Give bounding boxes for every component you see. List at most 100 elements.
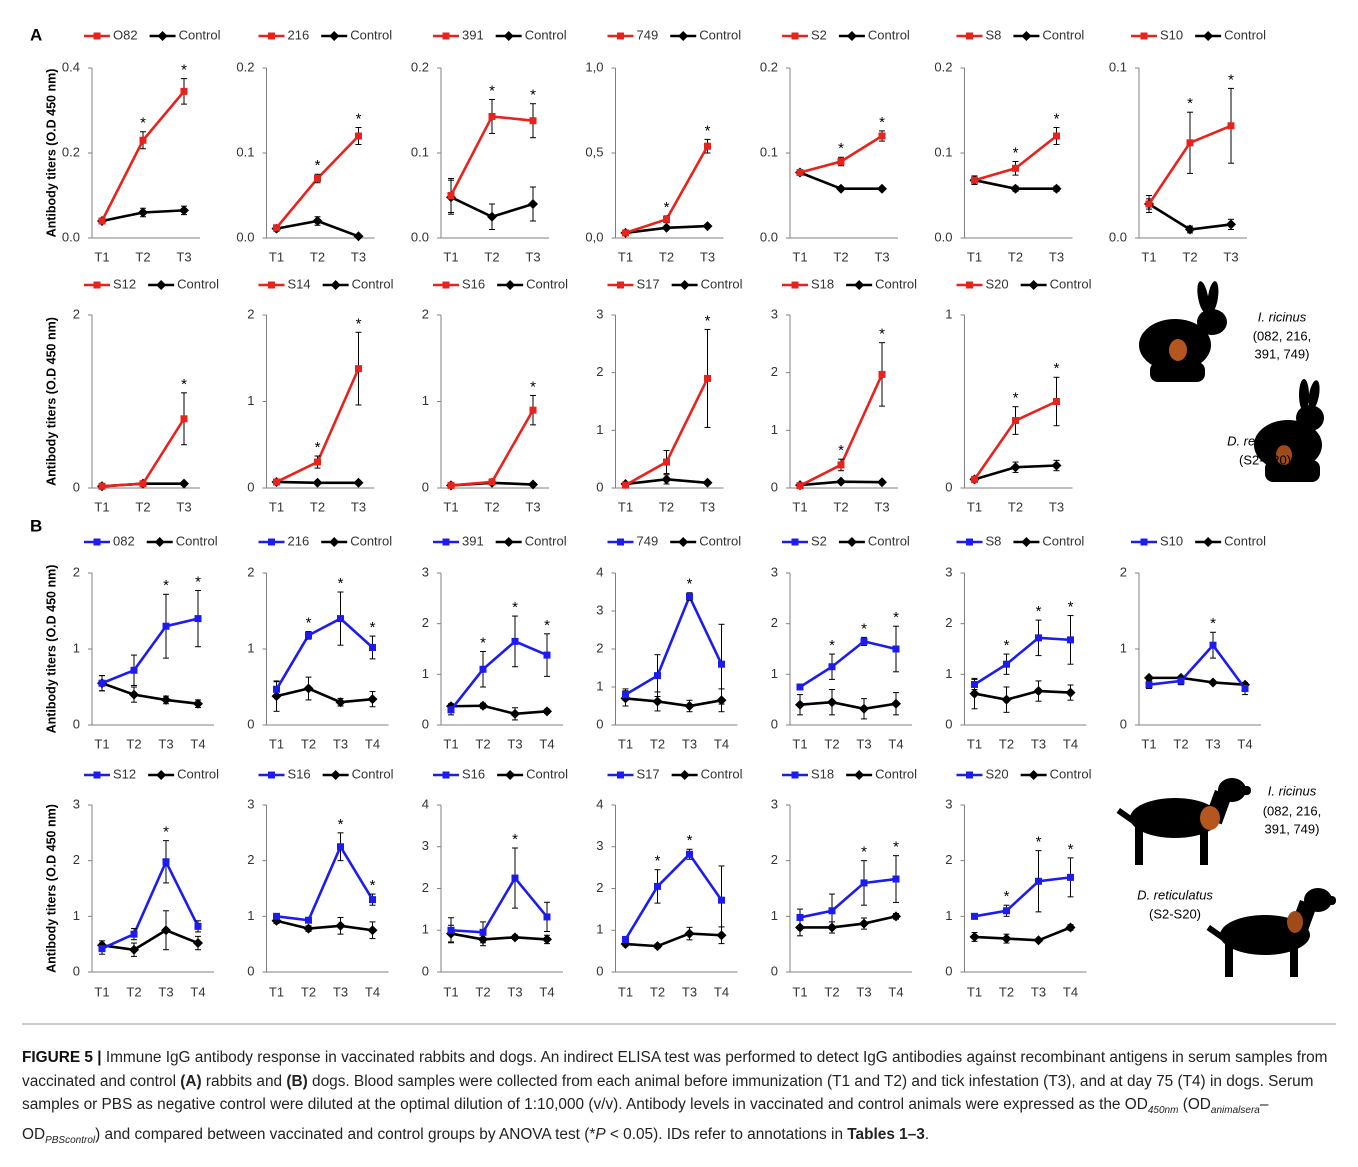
- y-tick-label: 0.0: [1109, 229, 1127, 244]
- y-tick-label: 2: [247, 852, 254, 867]
- data-point: [622, 229, 629, 236]
- y-tick-label: 2: [73, 564, 80, 579]
- significance-mark: *: [1013, 390, 1019, 407]
- y-tick-label: 3: [596, 602, 603, 617]
- data-point: [1034, 686, 1044, 696]
- legend-marker: [443, 772, 450, 779]
- significance-mark: *: [838, 140, 844, 157]
- x-tick-label: T3: [700, 249, 715, 264]
- x-tick-label: T2: [1008, 499, 1023, 514]
- legend-label: 391: [462, 533, 484, 548]
- significance-mark: *: [195, 573, 201, 590]
- significance-mark: *: [370, 619, 376, 636]
- y-tick-label: 2: [771, 615, 778, 630]
- y-tick-label: 2: [596, 640, 603, 655]
- y-axis-title: Antibody titers (O.D 450 nm): [44, 804, 58, 973]
- legend-marker: [678, 537, 688, 547]
- legend-marker: [505, 280, 515, 290]
- series-line: [102, 930, 198, 949]
- legend-marker: [1029, 770, 1039, 780]
- legend-marker: [443, 539, 450, 546]
- y-tick-label: 0: [422, 963, 429, 978]
- significance-mark: *: [1228, 71, 1234, 88]
- data-point: [859, 704, 869, 714]
- x-tick-label: T3: [682, 736, 697, 751]
- y-tick-label: 0: [771, 716, 778, 731]
- data-point: [653, 941, 663, 951]
- legend-label: Control: [1042, 27, 1084, 42]
- y-tick-label: 2: [1120, 564, 1127, 579]
- series-line: [975, 877, 1071, 916]
- y-tick-label: 0: [1120, 716, 1127, 731]
- series-line: [277, 847, 373, 920]
- data-point: [305, 632, 312, 639]
- x-tick-label: T1: [792, 499, 807, 514]
- data-point: [99, 218, 106, 225]
- x-tick-label: T1: [792, 984, 807, 999]
- species-label: I. ricinus: [1258, 309, 1307, 324]
- data-point: [797, 482, 804, 489]
- species-label: D. reticulatus: [1137, 887, 1213, 902]
- x-tick-label: T2: [833, 249, 848, 264]
- caption: FIGURE 5 | Immune IgG antibody response …: [22, 1046, 1338, 1152]
- series-line: [975, 638, 1071, 685]
- data-point: [354, 478, 364, 488]
- y-tick-label: 1: [771, 422, 778, 437]
- legend-marker: [268, 772, 275, 779]
- legend-marker: [504, 537, 514, 547]
- legend-label: S12: [113, 276, 136, 291]
- significance-mark: *: [370, 877, 376, 894]
- legend-label: Control: [701, 276, 743, 291]
- significance-mark: *: [181, 376, 187, 393]
- series-line: [451, 706, 547, 714]
- id-label: (082, 216,: [1263, 803, 1322, 818]
- tick-icon: [1287, 911, 1303, 933]
- y-tick-label: 3: [945, 796, 952, 811]
- significance-mark: *: [530, 378, 536, 395]
- data-point: [273, 913, 280, 920]
- data-point: [971, 681, 978, 688]
- y-tick-label: 1: [596, 678, 603, 693]
- y-tick-label: 1: [247, 640, 254, 655]
- x-tick-label: T3: [525, 249, 540, 264]
- y-tick-label: 0: [73, 963, 80, 978]
- y-tick-label: 1: [945, 306, 952, 321]
- legend-label: Control: [352, 276, 394, 291]
- data-point: [836, 184, 846, 194]
- y-tick-label: 1: [771, 908, 778, 923]
- legend-marker: [680, 770, 690, 780]
- id-label: (S2-S20): [1239, 452, 1291, 467]
- data-point: [305, 917, 312, 924]
- x-tick-label: T3: [1031, 984, 1046, 999]
- y-tick-label: 4: [422, 796, 429, 811]
- legend-marker: [443, 33, 450, 40]
- x-tick-label: T4: [888, 984, 903, 999]
- data-point: [1012, 165, 1019, 172]
- data-point: [891, 911, 901, 921]
- y-tick-label: 3: [73, 796, 80, 811]
- x-tick-label: T3: [333, 984, 348, 999]
- data-point: [1053, 398, 1060, 405]
- series-line: [451, 641, 547, 709]
- legend-marker: [847, 31, 857, 41]
- series-line: [626, 597, 722, 695]
- x-tick-label: T2: [475, 736, 490, 751]
- legend-marker: [1203, 31, 1213, 41]
- y-tick-label: 0: [596, 963, 603, 978]
- significance-mark: *: [664, 199, 670, 216]
- legend-label: Control: [701, 766, 743, 781]
- significance-mark: *: [480, 635, 486, 652]
- significance-mark: *: [1210, 615, 1216, 632]
- id-label: 391, 749): [1255, 346, 1310, 361]
- y-tick-label: 2: [771, 852, 778, 867]
- y-tick-label: 0.1: [236, 144, 254, 159]
- legend-marker: [1141, 539, 1148, 546]
- series-line: [102, 619, 198, 684]
- y-tick-label: 0: [422, 716, 429, 731]
- data-point: [181, 415, 188, 422]
- y-tick-label: 1: [73, 640, 80, 655]
- series-line: [102, 862, 198, 949]
- y-tick-label: 4: [596, 564, 603, 579]
- legend-marker: [268, 282, 275, 289]
- legend-label: Control: [699, 27, 741, 42]
